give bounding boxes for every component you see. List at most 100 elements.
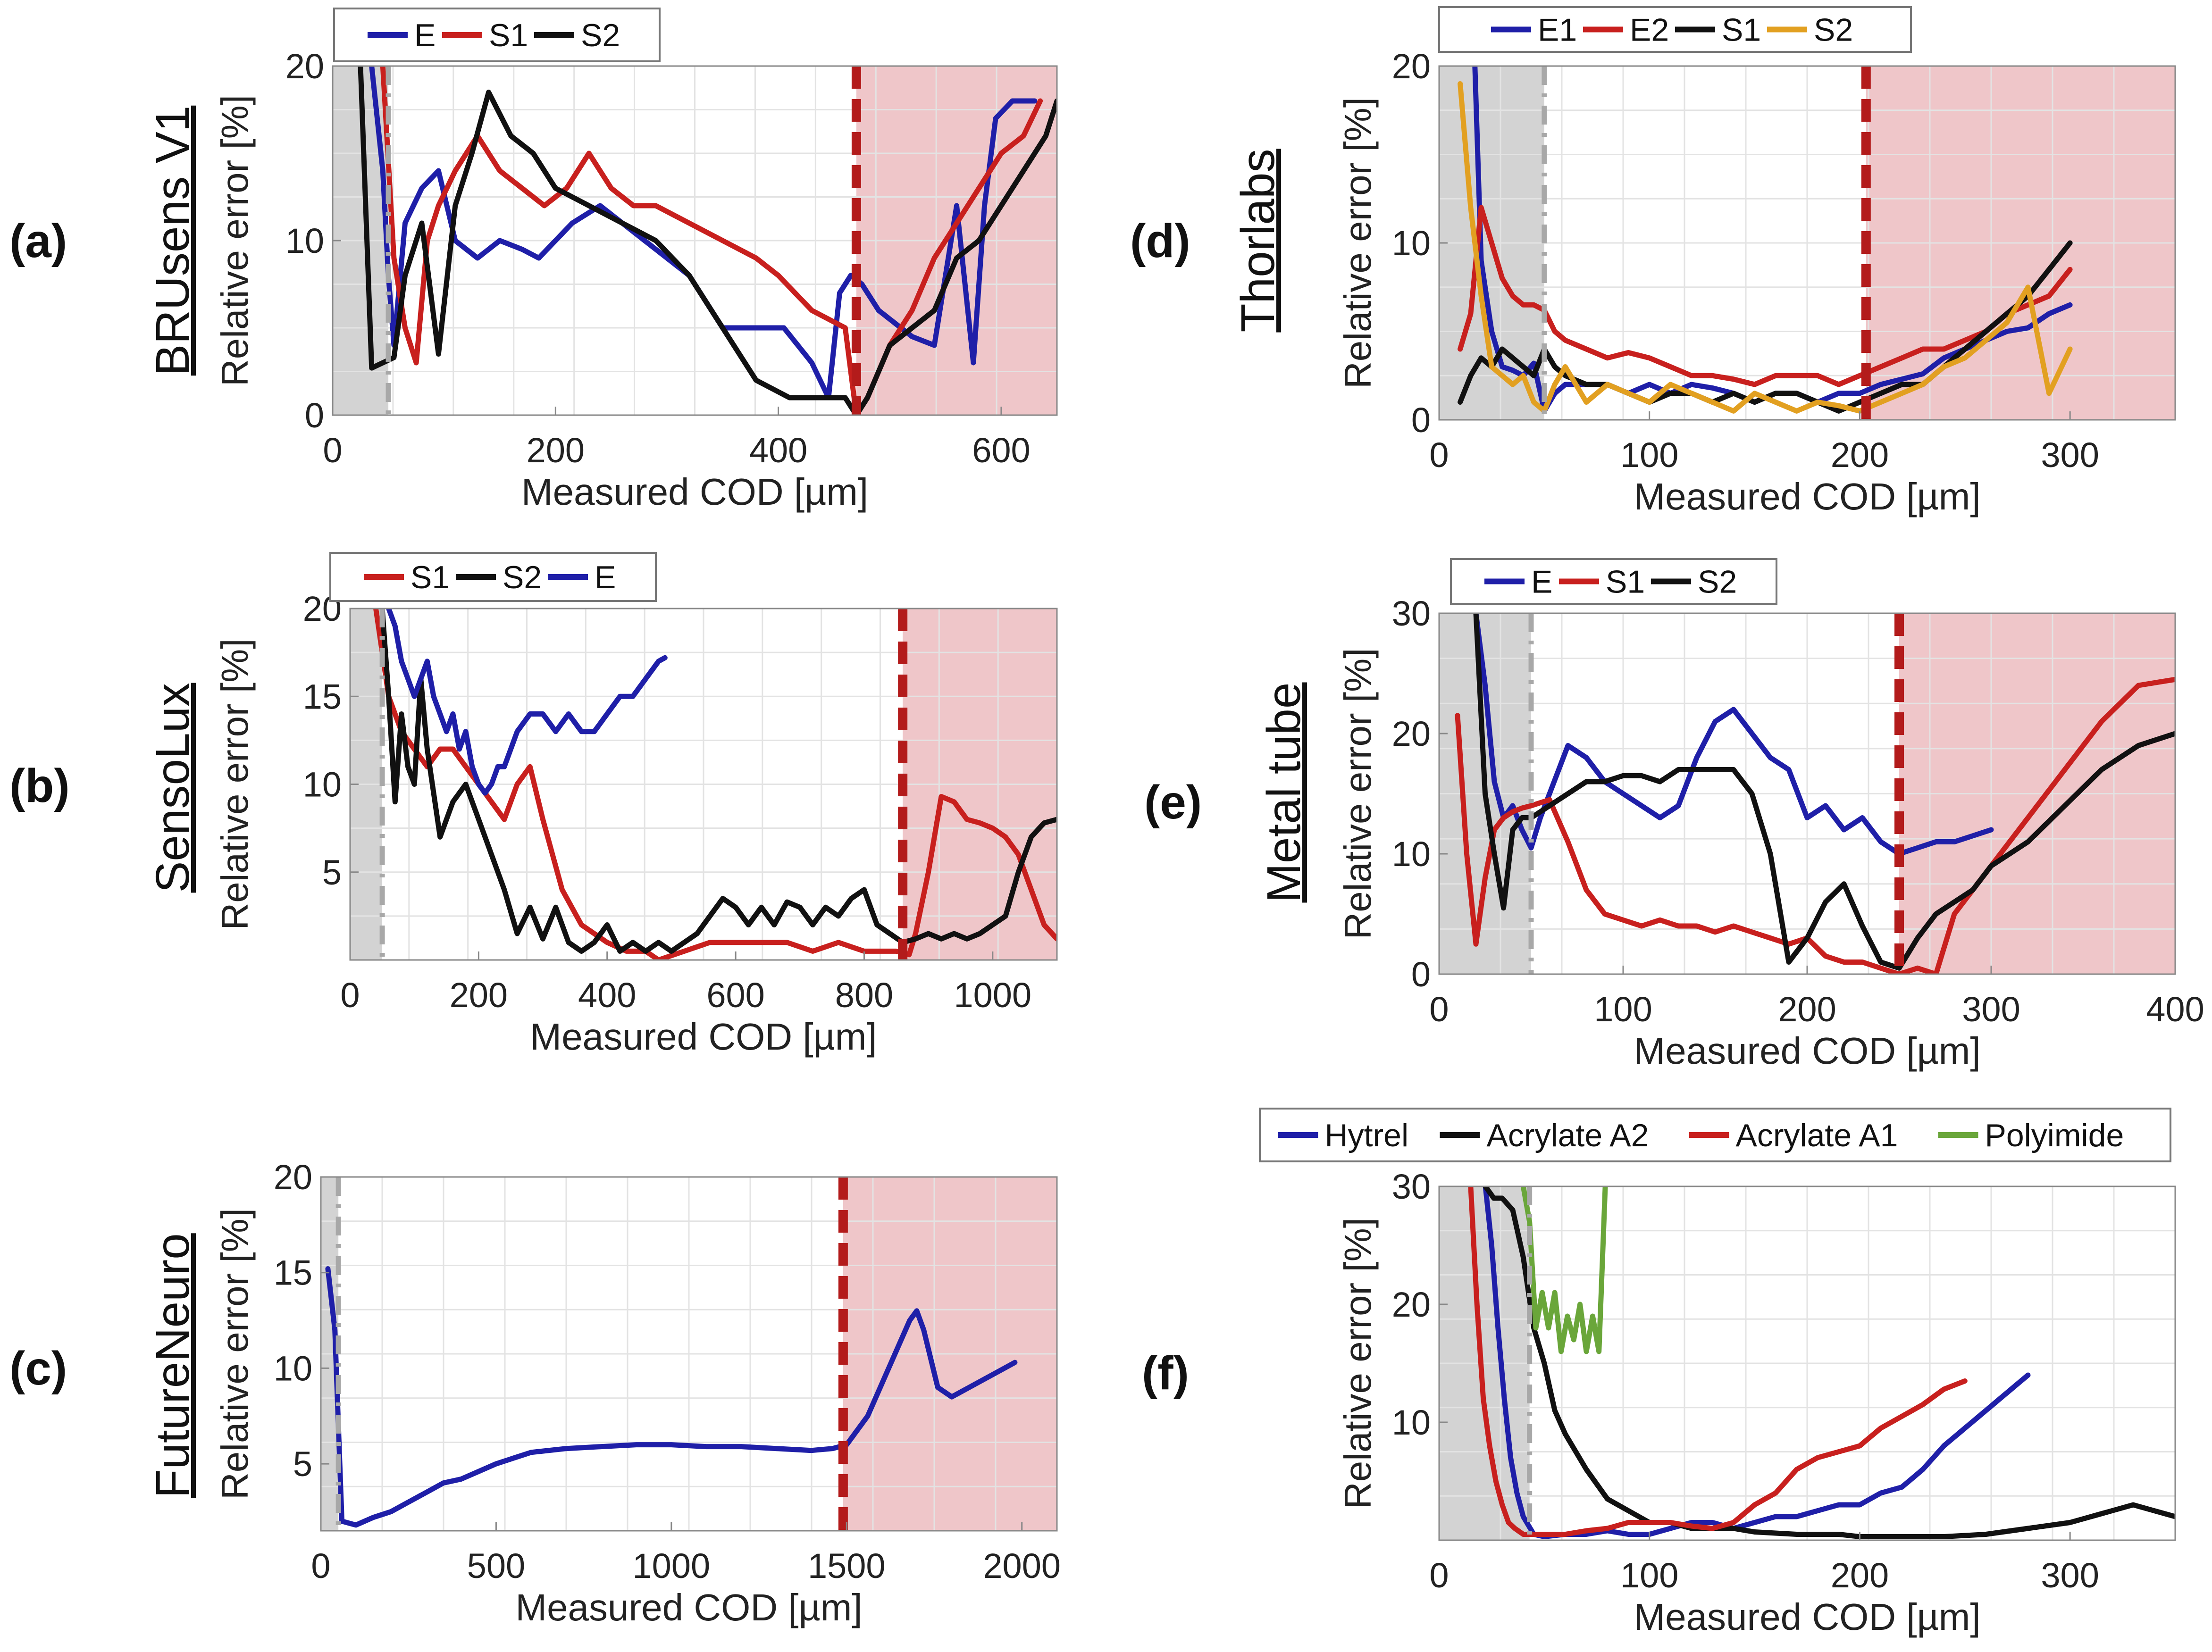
series-line-e [386, 609, 668, 796]
y-tick-label: 15 [303, 677, 342, 716]
y-tick-label: 10 [1392, 1403, 1431, 1442]
legend-label-e1: E1 [1538, 12, 1577, 48]
legend-label-s1: S1 [411, 559, 450, 595]
x-tick-label: 0 [340, 976, 360, 1015]
series-line-s2 [358, 66, 1057, 415]
x-tick-label: 1000 [633, 1546, 711, 1585]
chart-panel-e: 0 100 200 300 400 0 10 20 30 Measured COD [µm] Rel… [1144, 558, 2204, 1072]
x-tick-label: 400 [2146, 990, 2204, 1029]
panel-label: (c) [9, 1342, 67, 1395]
legend-label-e2: E2 [1630, 12, 1669, 48]
legend: E1 E2 S1 S2 [1438, 6, 1912, 53]
y-axis-label: Relative error [%] [214, 95, 256, 386]
series-line-s2 [1458, 81, 2073, 414]
x-tick-label: 500 [467, 1546, 525, 1585]
chart-panel-a: 0 200 400 600 0 10 20 Measured COD [µm] Relative… [9, 8, 1058, 513]
x-tick-label: 800 [835, 976, 893, 1015]
y-axis-label: Relative error [%] [1337, 1218, 1379, 1509]
legend: Hytrel Acrylate A2 Acrylate A1 Polyimide [1259, 1108, 2171, 1162]
sensor-name: FutureNeuro [146, 1233, 199, 1498]
x-tick-label: 300 [2041, 1556, 2099, 1595]
series-line-s1 [380, 66, 1043, 415]
y-tick-label: 5 [293, 1444, 312, 1484]
x-tick-label: 600 [972, 431, 1030, 470]
chart-panel-d: 0 100 200 300 0 10 20 Measured COD [µm] Relative… [1130, 6, 2176, 517]
x-axis-label: Measured COD [µm] [515, 1586, 862, 1628]
y-tick-label: 10 [303, 765, 342, 804]
x-tick-label: 300 [2041, 435, 2099, 475]
series-line-s1 [1455, 676, 2175, 974]
x-tick-label: 200 [1831, 1556, 1889, 1595]
x-tick-label: 0 [1429, 990, 1449, 1029]
y-tick-label: 0 [1411, 955, 1431, 994]
panel-label: (f) [1142, 1347, 1189, 1400]
panel-label: (a) [9, 215, 67, 267]
legend-label-s1: S1 [489, 17, 528, 53]
y-tick-label: 0 [1411, 400, 1431, 440]
y-tick-label: 10 [1392, 224, 1431, 263]
y-tick-label: 20 [1392, 1285, 1431, 1324]
x-tick-label: 100 [1620, 435, 1678, 475]
y-tick-label: 20 [285, 47, 324, 86]
x-tick-label: 600 [706, 976, 764, 1015]
x-axis-label: Measured COD [µm] [530, 1016, 877, 1058]
series-line-e2 [1458, 205, 2073, 387]
legend-label-s2: S2 [503, 559, 542, 595]
x-tick-label: 200 [527, 431, 585, 470]
chart-panel-f: 0 100 200 300 10 20 30 Measured COD [µm] Relativ… [1142, 1108, 2176, 1638]
y-tick-label: 20 [274, 1158, 312, 1197]
x-tick-label: 400 [749, 431, 807, 470]
y-tick-label: 30 [1392, 1167, 1431, 1206]
x-tick-label: 400 [578, 976, 636, 1015]
x-axis-label: Measured COD [µm] [1634, 476, 1980, 517]
x-axis-label: Measured COD [µm] [1634, 1030, 1980, 1072]
x-tick-label: 200 [450, 976, 508, 1015]
y-tick-label: 20 [1392, 714, 1431, 753]
x-tick-label: 0 [1429, 435, 1449, 475]
sensor-name: BRUsens V1 [146, 106, 199, 375]
y-axis-label: Relative error [%] [1337, 648, 1379, 940]
y-axis-label: Relative error [%] [214, 639, 256, 930]
y-tick-label: 30 [1392, 594, 1431, 633]
x-axis-label: Measured COD [µm] [1634, 1596, 1980, 1638]
legend-label-s2: S2 [581, 17, 620, 53]
y-tick-label: 5 [322, 853, 342, 892]
y-tick-label: 20 [1392, 47, 1431, 86]
series-line-hytrel [1483, 1186, 2031, 1539]
series-line-s1 [373, 609, 1057, 960]
x-tick-label: 200 [1831, 435, 1889, 475]
panel-label: (e) [1144, 776, 1202, 829]
x-axis-label: Measured COD [µm] [521, 471, 868, 513]
axes-box [320, 1176, 1058, 1532]
y-tick-label: 10 [285, 221, 324, 260]
y-axis-label: Relative error [%] [214, 1208, 256, 1500]
x-tick-label: 300 [1962, 990, 2020, 1029]
y-tick-label: 0 [305, 396, 324, 435]
x-tick-label: 1000 [954, 976, 1032, 1015]
series-line-e [1473, 613, 1994, 857]
x-tick-label: 0 [323, 431, 342, 470]
series-line-acrylate-a1 [1468, 1186, 1968, 1537]
y-tick-label: 15 [274, 1253, 312, 1293]
panel-label: (d) [1130, 215, 1190, 267]
legend-label-acrylate-a1: Acrylate A1 [1736, 1118, 1898, 1153]
series-line-s2 [379, 609, 1057, 954]
x-tick-label: 0 [1429, 1556, 1449, 1595]
legend: S1 S2 E [329, 552, 657, 602]
series-line-polyimide [1520, 1186, 1608, 1354]
sensor-name: SensoLux [146, 683, 199, 893]
panel-label: (b) [9, 759, 70, 812]
x-tick-label: 200 [1778, 990, 1836, 1029]
legend-label-e: E [1531, 564, 1552, 600]
legend-label-e: E [414, 17, 436, 53]
y-tick-label: 10 [1392, 834, 1431, 874]
legend-label-hytrel: Hytrel [1325, 1118, 1409, 1153]
legend-label-s2: S2 [1814, 12, 1853, 48]
y-tick-label: 10 [274, 1349, 312, 1388]
legend: E S1 S2 [1450, 558, 1777, 605]
x-tick-label: 100 [1620, 1556, 1678, 1595]
x-tick-label: 100 [1594, 990, 1652, 1029]
sensor-name: Metal tube [1257, 683, 1310, 903]
